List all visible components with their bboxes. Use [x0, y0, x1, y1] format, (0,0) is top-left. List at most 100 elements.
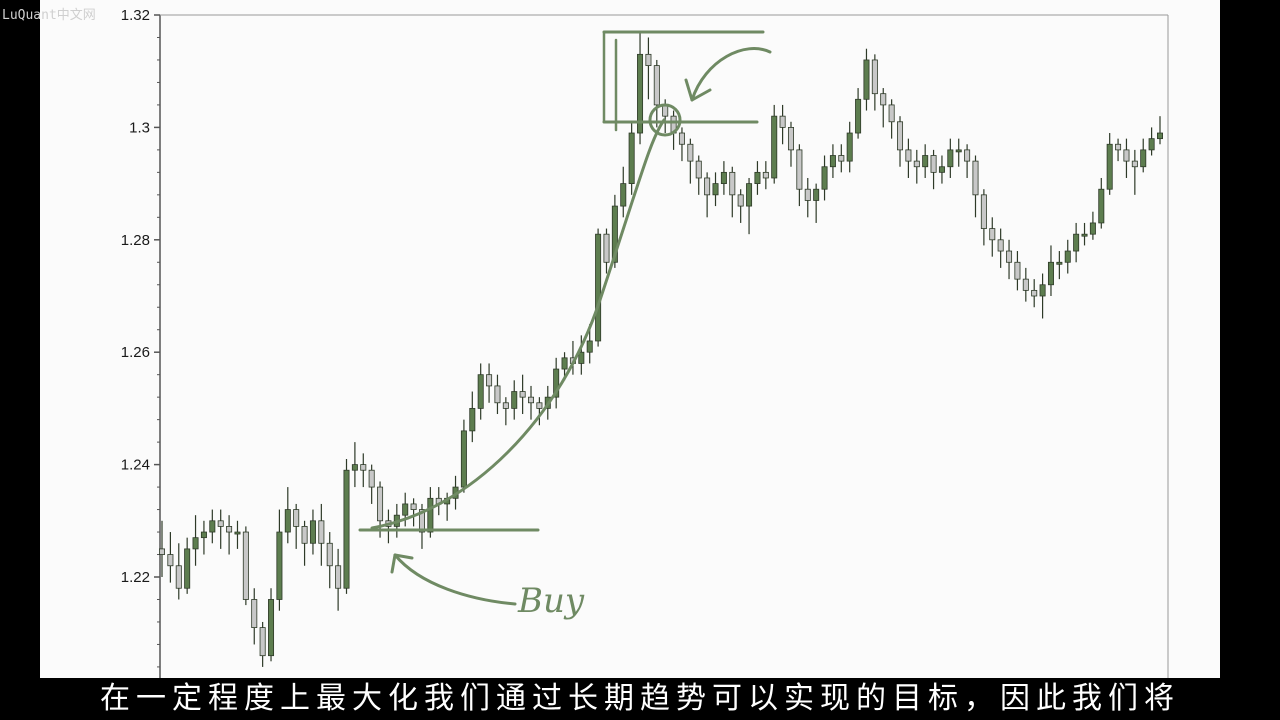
bearish-candle	[242, 531, 249, 600]
bullish-candle	[712, 183, 719, 196]
bearish-candle	[762, 171, 769, 179]
bullish-candle	[477, 374, 484, 409]
bearish-candle	[335, 565, 342, 589]
bullish-candle	[813, 188, 820, 201]
y-tick-label: 1.3	[129, 119, 150, 136]
bullish-candle	[922, 155, 929, 168]
y-tick-label: 1.22	[121, 569, 150, 586]
bullish-candle	[1098, 188, 1105, 224]
bearish-candle	[519, 391, 526, 398]
bullish-candle	[511, 391, 518, 409]
bearish-candle	[972, 160, 979, 196]
y-tick-label: 1.28	[121, 232, 150, 249]
bearish-candle	[779, 115, 786, 128]
bullish-candle	[351, 464, 358, 471]
bearish-candle	[486, 374, 493, 387]
bullish-candle	[1081, 233, 1088, 237]
bearish-candle	[326, 542, 333, 567]
bullish-candle	[829, 155, 836, 168]
bearish-candle	[217, 520, 224, 527]
bearish-candle	[964, 149, 971, 162]
bullish-candle	[309, 520, 316, 544]
chart-panel: 1.22 1.24 1.26 1.28 1.3 1.32 Buy	[40, 0, 1220, 680]
bearish-candle	[259, 627, 266, 657]
target-arrow-head	[684, 78, 712, 102]
subtitle-bar: 在一定程度上最大化我们通过长期趋势可以实现的目标，因此我们将	[40, 678, 1240, 720]
bullish-candle	[1089, 222, 1096, 235]
bullish-candle	[200, 531, 207, 539]
bullish-candle	[955, 149, 962, 153]
bearish-candle	[787, 127, 794, 151]
bearish-candle	[418, 509, 425, 533]
buy-arrow-head	[390, 553, 414, 574]
bearish-candle	[536, 402, 543, 409]
bearish-candle	[603, 233, 610, 263]
bearish-candle	[360, 464, 367, 471]
bullish-candle	[746, 183, 753, 207]
bearish-candle	[1006, 250, 1013, 263]
bullish-candle	[469, 407, 476, 432]
bearish-candle	[1022, 278, 1029, 291]
bullish-candle	[611, 205, 618, 263]
target-circle	[648, 103, 682, 137]
bearish-candle	[1123, 149, 1130, 162]
watermark: LuQuant中文网	[2, 8, 96, 23]
bearish-candle	[905, 149, 912, 162]
bearish-candle	[167, 554, 174, 567]
bearish-candle	[502, 402, 509, 409]
buy-label: Buy	[517, 581, 585, 621]
bearish-candle	[251, 599, 258, 628]
y-tick-label: 1.26	[121, 344, 150, 361]
bearish-candle	[913, 160, 920, 168]
bearish-candle	[737, 194, 744, 207]
bearish-candle	[880, 93, 887, 106]
bearish-candle	[980, 194, 987, 229]
bearish-candle	[1131, 160, 1138, 168]
bearish-candle	[888, 104, 895, 123]
bearish-candle	[494, 385, 501, 404]
bearish-candle	[930, 155, 937, 173]
buy-arrow-curve	[393, 553, 517, 606]
subtitle-text: 在一定程度上最大化我们通过长期趋势可以实现的目标，因此我们将	[100, 681, 1180, 716]
bullish-candle	[1047, 261, 1054, 286]
bearish-candle	[838, 155, 845, 162]
bearish-candle	[368, 469, 375, 488]
bullish-candle	[427, 497, 434, 533]
candlestick-chart: 1.22 1.24 1.26 1.28 1.3 1.32 Buy	[121, 7, 1169, 680]
bullish-candle	[284, 509, 291, 533]
y-tick-label: 1.24	[121, 457, 150, 474]
bullish-candle	[1140, 149, 1147, 168]
trend-curve	[370, 118, 666, 530]
bullish-candle	[1106, 143, 1113, 190]
bearish-candle	[989, 228, 996, 241]
bullish-candle	[586, 340, 593, 353]
bullish-candle	[1148, 138, 1155, 151]
bullish-candle	[720, 171, 727, 185]
bullish-candle	[192, 537, 199, 550]
bullish-candle	[821, 166, 828, 190]
bearish-candle	[704, 177, 711, 196]
bearish-candle	[804, 188, 811, 201]
bullish-candle	[1064, 250, 1071, 263]
bullish-candle	[402, 503, 409, 516]
bearish-candle	[226, 526, 233, 533]
bearish-candle	[318, 520, 325, 544]
bullish-candle	[184, 548, 191, 589]
bearish-candle	[377, 486, 384, 522]
bullish-candle	[863, 59, 870, 100]
bullish-candle	[855, 98, 862, 134]
bearish-candle	[678, 132, 685, 145]
bearish-candle	[796, 149, 803, 190]
bullish-candle	[947, 149, 954, 168]
bullish-candle	[1157, 132, 1163, 140]
bearish-candle	[1031, 289, 1038, 297]
bullish-candle	[561, 357, 568, 370]
bearish-candle	[301, 526, 308, 544]
bullish-candle	[637, 53, 644, 134]
bearish-candle	[653, 65, 660, 106]
bearish-candle	[687, 143, 694, 162]
bearish-candle	[729, 171, 736, 196]
bullish-candle	[578, 351, 585, 364]
bullish-candle	[1039, 284, 1046, 297]
bullish-candle	[771, 115, 778, 179]
